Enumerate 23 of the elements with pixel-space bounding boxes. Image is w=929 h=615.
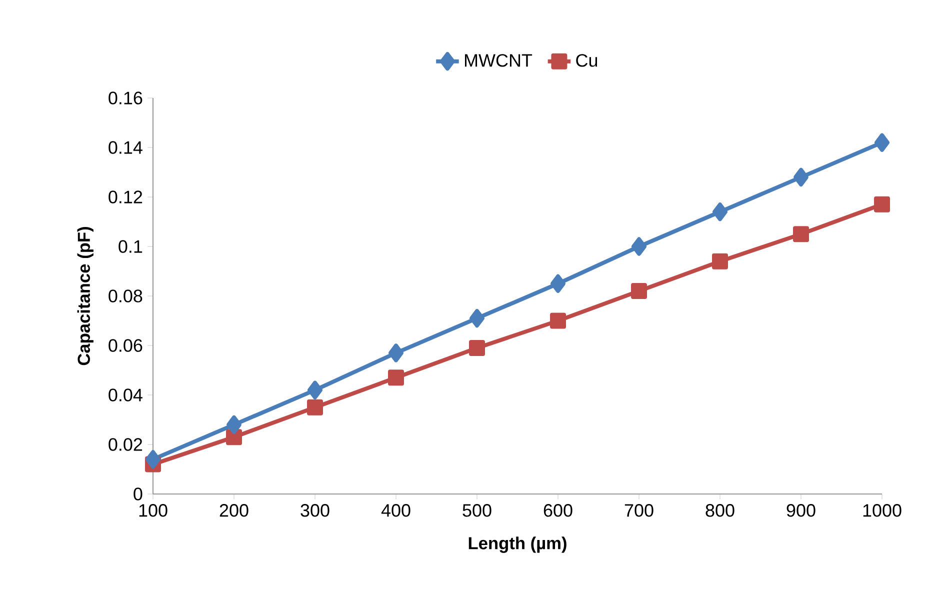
y-tick-label: 0.02 <box>108 438 142 451</box>
x-tick-label: 1000 <box>863 504 902 517</box>
y-tick-label: 0.16 <box>108 92 142 104</box>
x-axis-title: Length (µm) <box>468 536 566 553</box>
x-tick-label: 700 <box>624 504 654 517</box>
legend-label: Cu <box>576 54 598 67</box>
y-tick-label: 0.06 <box>108 339 142 352</box>
y-tick-label: 0.08 <box>108 290 142 302</box>
y-tick-label: 0.1 <box>118 240 142 253</box>
y-tick-label: 0 <box>134 488 142 500</box>
y-tick-label: 0.04 <box>108 388 142 402</box>
y-axis-title: Capacitance (pF) <box>77 227 94 366</box>
x-tick-label: 100 <box>139 504 168 517</box>
legend-label: MWCNT <box>464 54 532 67</box>
y-tick-label: 0.12 <box>108 190 142 204</box>
x-tick-label: 300 <box>300 504 330 517</box>
x-tick-label: 400 <box>381 504 410 517</box>
y-tick-label: 0.14 <box>108 141 142 154</box>
x-tick-label: 500 <box>462 504 492 517</box>
x-tick-label: 800 <box>706 504 734 517</box>
x-tick-label: 200 <box>220 504 248 517</box>
x-tick-label: 600 <box>544 504 572 517</box>
x-tick-label: 900 <box>786 504 816 517</box>
